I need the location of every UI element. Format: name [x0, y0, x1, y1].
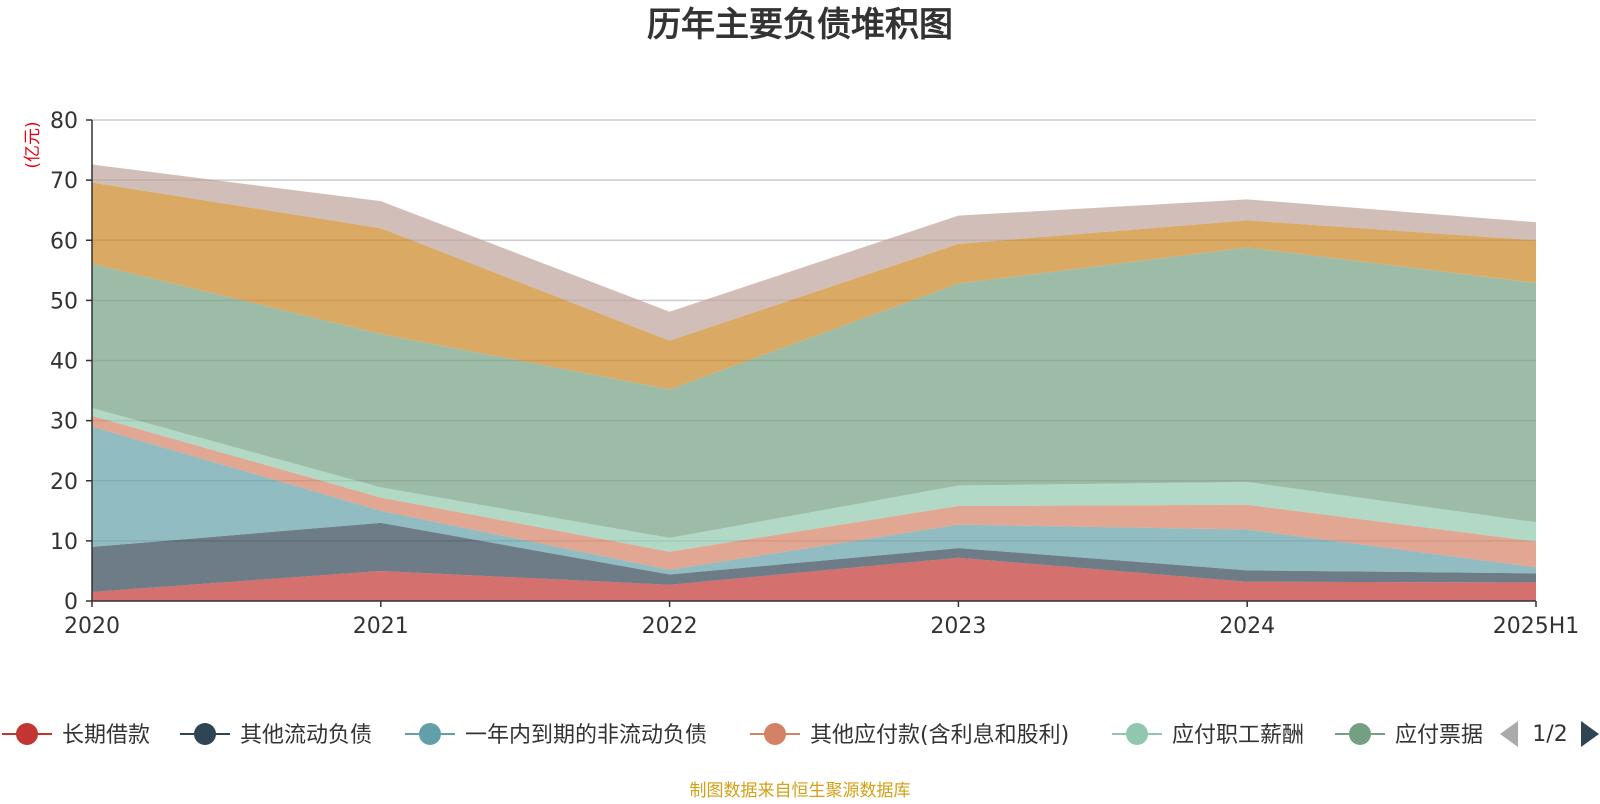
y-tick-label: 70: [50, 169, 78, 194]
x-tick-label: 2023: [930, 614, 986, 639]
area-series-8: [92, 164, 1536, 341]
area-series-5: [92, 407, 1536, 552]
legend-marker-icon: [419, 723, 441, 745]
legend-label: 其他流动负债: [240, 723, 372, 748]
legend-prev-icon[interactable]: [1500, 721, 1518, 747]
y-tick-label: 20: [50, 470, 78, 495]
area-series-4: [92, 415, 1536, 570]
area-series-group: [92, 164, 1536, 601]
legend-item[interactable]: 应付票据: [1335, 723, 1483, 748]
legend-marker-icon: [764, 723, 786, 745]
x-tick-label: 2025H1: [1493, 614, 1580, 639]
legend-label: 长期借款: [62, 723, 150, 748]
area-series-2: [92, 522, 1536, 592]
y-tick-label: 0: [64, 590, 78, 615]
area-series-7: [92, 182, 1536, 390]
y-tick-label: 50: [50, 289, 78, 314]
legend-item[interactable]: 其他应付款(含利息和股利): [750, 723, 1069, 748]
legend-marker-icon: [1126, 723, 1148, 745]
area-series-3: [92, 426, 1536, 575]
legend-marker-icon: [1349, 723, 1371, 745]
axes: 0 10 20 30 40 50 60 70 80 2020 2021 2022 2023 2024 202…: [50, 109, 1579, 639]
chart-title: 历年主要负债堆积图: [647, 5, 953, 45]
x-tick-label: 2020: [64, 614, 120, 639]
x-tick-label: 2022: [642, 614, 698, 639]
area-series-6: [92, 247, 1536, 538]
legend-marker-icon: [16, 723, 38, 745]
legend-label: 一年内到期的非流动负债: [465, 723, 707, 748]
y-tick-label: 60: [50, 229, 78, 254]
y-tick-label: 80: [50, 109, 78, 134]
legend-marker-icon: [194, 723, 216, 745]
legend-label: 其他应付款(含利息和股利): [810, 723, 1069, 748]
legend-label: 应付职工薪酬: [1172, 723, 1304, 748]
legend-item[interactable]: 长期借款: [2, 723, 150, 748]
x-tick-label: 2021: [353, 614, 409, 639]
legend-item[interactable]: 一年内到期的非流动负债: [405, 723, 707, 748]
legend-item[interactable]: 其他流动负债: [180, 723, 372, 748]
y-axis-unit-label: (亿元): [23, 121, 43, 168]
y-tick-label: 40: [50, 350, 78, 375]
source-note: 制图数据来自恒生聚源数据库: [690, 781, 911, 800]
y-tick-label: 30: [50, 410, 78, 435]
x-tick-label: 2024: [1219, 614, 1275, 639]
area-series-1: [92, 557, 1536, 601]
y-tick-label: 10: [50, 530, 78, 555]
legend-pager: 1/2: [1500, 721, 1599, 747]
legend-next-icon[interactable]: [1581, 721, 1599, 747]
legend: 长期借款 其他流动负债 一年内到期的非流动负债 其他应付款(含利息和股利) 应付职工薪酬…: [2, 723, 1483, 748]
legend-item[interactable]: 应付职工薪酬: [1112, 723, 1304, 748]
legend-page-indicator: 1/2: [1532, 722, 1567, 747]
legend-label: 应付票据: [1395, 723, 1483, 748]
